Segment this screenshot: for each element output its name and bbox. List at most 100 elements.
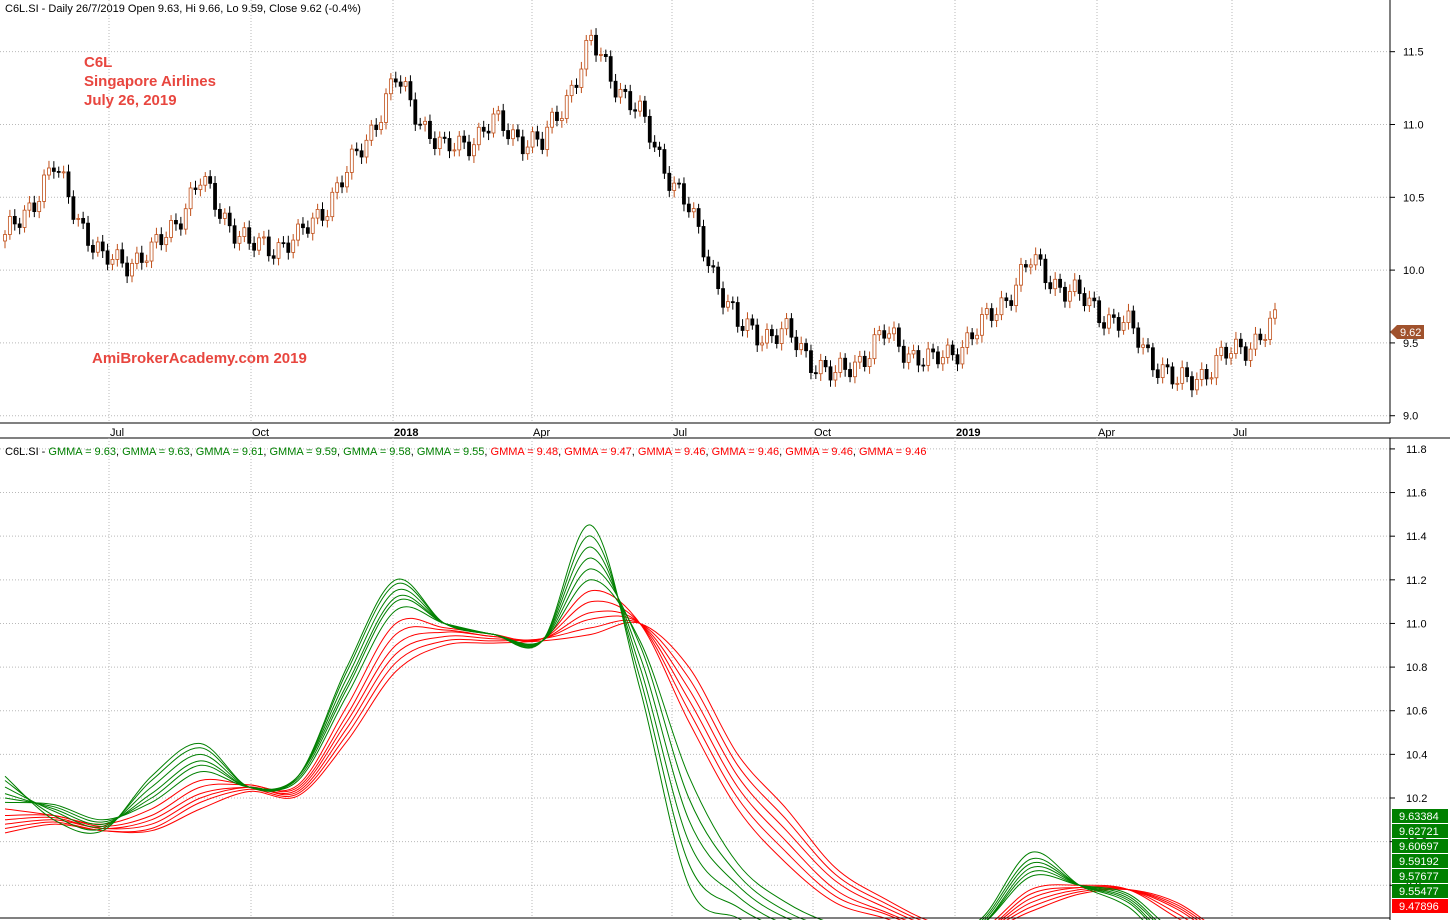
gmma-header-item: GMMA = 9.58 [343,446,411,458]
candle-body [667,172,672,191]
gmma-tick-label: 11.8 [1406,444,1427,456]
candle-body [511,129,515,140]
candle-body [735,302,740,327]
candle-body [960,347,965,365]
candle-body [91,244,95,253]
candle-body [818,359,823,375]
candle-body [970,332,975,340]
candle-body [247,227,252,244]
candle-body [843,357,848,370]
gmma-header-item: GMMA = 9.47 [564,446,632,458]
candle-body [22,209,27,228]
gmma-badge-label: 9.57677 [1399,871,1439,883]
candle-body [408,81,413,101]
candle-body [481,126,486,132]
candle-body [432,138,437,150]
candle-body [608,56,613,82]
candle-body [779,328,784,344]
candle-body [398,81,403,87]
candle-body [1268,317,1273,340]
gmma-badge-label: 9.63384 [1399,811,1439,823]
candle-body [804,343,808,352]
candle-body [105,250,110,265]
candle-body [164,236,169,246]
candle-body [877,330,882,336]
candle-body [100,241,105,252]
candle-body [174,220,178,225]
candle-body [154,234,159,243]
candle-body [188,187,193,210]
candle-body [525,146,530,155]
candle-body [261,236,266,239]
candle-body [1150,347,1155,371]
candle-body [61,171,66,174]
candle-body [1243,346,1248,361]
candle-body [711,265,716,268]
candle-body [540,138,545,150]
candle-body [936,351,940,365]
candle-body [901,345,906,363]
candle-body [1043,258,1048,284]
candle-body [1238,338,1243,348]
candle-body [1097,300,1102,324]
gmma-header-separator: , [853,446,859,458]
candle-body [1053,278,1058,290]
candle-body [428,120,432,139]
candle-body [623,88,628,92]
candle-body [1273,309,1277,319]
candle-body [42,174,46,202]
candle-body [218,208,222,219]
candle-body [271,255,276,259]
candle-body [130,262,134,277]
candle-body [955,354,960,365]
gmma-badge-label: 9.47896 [1399,901,1439,913]
candle-body [872,334,877,360]
time-x-axis: Jul Oct 2018 Apr Jul Oct 2019 Apr Jul [110,427,1247,439]
candle-body [252,242,257,251]
candle-body [706,256,711,267]
candle-body [555,111,559,121]
candle-body [1155,369,1160,379]
gmma-header-separator: , [411,446,417,458]
gmma-short-line [4,546,1151,920]
candle-body [193,187,198,190]
gmma-badge-box [1392,809,1448,823]
candle-body [325,216,330,221]
candle-body [853,361,857,378]
gmma-tick-label: 10.4 [1406,749,1427,761]
candle-body [559,118,564,121]
candle-body [594,34,598,56]
x-axis-label: Oct [814,427,831,439]
candle-body [789,318,794,338]
candle-body [491,113,496,134]
gmma-header-item: GMMA = 9.46 [712,446,780,458]
candle-body [413,99,418,125]
candle-body [882,330,887,339]
candle-body [984,308,989,315]
candle-body [296,223,300,241]
price-gridlines [0,0,1390,423]
candle-body [1204,368,1209,380]
gmma-short-line [4,557,1154,920]
candle-body [198,184,203,190]
candle-body [638,100,642,112]
candle-body [740,326,745,331]
candle-body [716,266,721,289]
price-tick-label: 9.5 [1403,338,1418,350]
candle-body [794,336,799,351]
candle-body [71,196,76,220]
candle-body [3,234,7,242]
candle-body [774,335,779,344]
gmma-long-line [4,619,1202,920]
candle-body [388,78,393,95]
candle-body [647,115,652,143]
gmma-long-line [4,615,1199,920]
candle-body [1194,379,1199,391]
gmma-header-separator: , [263,446,269,458]
candle-body [1082,293,1087,307]
candle-body [369,124,374,141]
candle-body [1019,264,1023,286]
candle-body [1258,333,1263,341]
candle-body [301,223,305,229]
